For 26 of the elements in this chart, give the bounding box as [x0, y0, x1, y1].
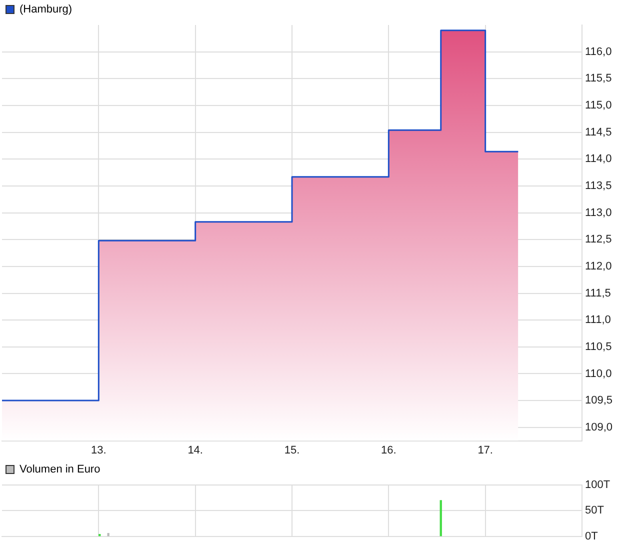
legend-label: (Hamburg)	[20, 4, 72, 16]
x-tick-label: 17.	[478, 444, 493, 456]
y-tick-label: 115,0	[585, 100, 612, 112]
x-tick-label: 15.	[284, 444, 300, 456]
y-tick-label: 50T	[585, 504, 604, 517]
y-tick-label: 109,0	[585, 421, 613, 434]
y-tick-label: 114,0	[585, 153, 612, 166]
y-tick-label: 111,0	[585, 314, 611, 326]
y-tick-label: 113,0	[585, 206, 612, 219]
y-tick-label: 111,5	[585, 287, 611, 300]
y-tick-label: 110,0	[585, 368, 612, 380]
y-tick-label: 112,5	[585, 234, 612, 246]
y-tick-label: 113,5	[585, 180, 612, 192]
y-tick-label: 100T	[585, 479, 610, 492]
y-tick-label: 109,5	[585, 394, 613, 407]
y-tick-label: 115,5	[585, 72, 612, 85]
legend-label: Volumen in Euro	[20, 464, 100, 476]
bar	[440, 500, 442, 536]
x-tick-label: 14.	[188, 444, 203, 456]
y-tick-label: 114,5	[585, 126, 612, 138]
y-tick-label: 112,0	[585, 260, 612, 272]
x-tick-label: 13.	[91, 444, 106, 456]
x-tick-label: 16.	[381, 444, 396, 456]
y-tick-label: 110,5	[585, 340, 612, 353]
y-tick-label: 0T	[585, 530, 598, 542]
y-tick-label: 116,0	[585, 46, 612, 58]
